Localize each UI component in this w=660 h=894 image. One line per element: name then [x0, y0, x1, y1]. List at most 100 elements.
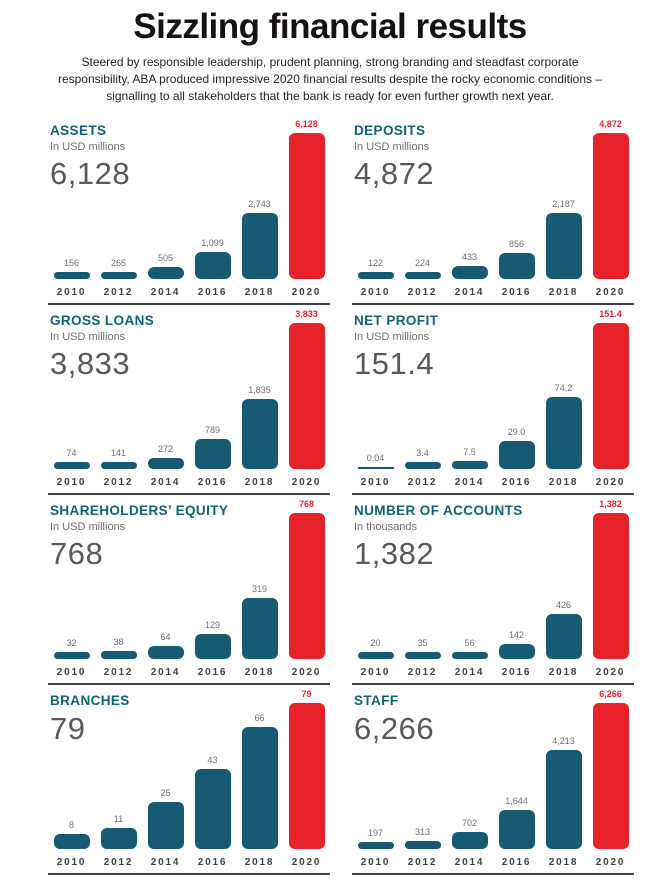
- bar: [404, 841, 441, 849]
- bar: [404, 271, 441, 279]
- bar-slot: 1,382: [587, 495, 634, 659]
- chart-big-number: 79: [50, 710, 86, 746]
- bar: [498, 252, 535, 279]
- chart-axis-line: [48, 683, 330, 685]
- bar-value-label: 856: [508, 238, 525, 249]
- chart-cell: STAFF 6,266 197 313 702 1,644 4,213 6,266 201…: [352, 685, 634, 875]
- year-label: 2010: [56, 476, 87, 488]
- bar-slot: 56: [446, 495, 493, 659]
- chart-cell: NUMBER OF ACCOUNTS In thousands 1,382 20…: [352, 495, 634, 685]
- chart-unit: In USD millions: [50, 140, 126, 153]
- bar-slot: 43: [189, 685, 236, 849]
- bar-slot: 319: [236, 495, 283, 659]
- year-label: 2012: [103, 286, 134, 298]
- bar: [241, 598, 278, 659]
- bar-slot: 79: [283, 685, 330, 849]
- bar-value-label: 702: [461, 818, 478, 829]
- bar-slot: 141: [95, 305, 142, 469]
- bar-slot: 768: [283, 495, 330, 659]
- bar-value-label: 505: [157, 252, 174, 263]
- bar: [451, 461, 488, 469]
- chart-title: NET PROFIT: [354, 312, 439, 328]
- bar-slot: 1,099: [189, 115, 236, 279]
- bar-slot: 6,266: [587, 685, 634, 849]
- chart-year-axis: 2010 2012 2014 2016 2018 2020: [48, 857, 330, 868]
- bar: [100, 271, 137, 279]
- year-label: 2010: [360, 856, 391, 868]
- bar-value-label: 141: [110, 447, 127, 458]
- chart-title: NUMBER OF ACCOUNTS: [354, 502, 523, 518]
- bar-value-label: 43: [207, 755, 218, 766]
- bar: [545, 397, 582, 469]
- bar: [545, 213, 582, 279]
- bar: [404, 461, 441, 469]
- bar-value-label: 8: [68, 819, 74, 830]
- bar-slot: 702: [446, 685, 493, 849]
- chart-unit: In USD millions: [50, 330, 126, 343]
- chart-year-axis: 2010 2012 2014 2016 2018 2020: [352, 287, 634, 298]
- bar-value-label: 122: [367, 257, 384, 268]
- year-label: 2014: [150, 476, 181, 488]
- bar-value-label-highlight: 151.4: [599, 308, 622, 319]
- chart-bars: 156 265 505 1,099 2,743 6,128: [48, 115, 330, 279]
- chart-bars: 8 11 25 43 66 79: [48, 685, 330, 849]
- bar-value-label: 265: [110, 257, 127, 268]
- bar-value-label: 56: [464, 637, 475, 648]
- chart-cell: BRANCHES 79 8 11 25 43 66 79 2010 2012 2014 2016…: [48, 685, 330, 875]
- bar-value-label-highlight: 79: [301, 688, 312, 699]
- year-label: 2010: [360, 666, 391, 678]
- chart-year-axis: 2010 2012 2014 2016 2018 2020: [352, 477, 634, 488]
- page-header: Sizzling financial results Steered by re…: [0, 0, 660, 105]
- chart-bars: 20 35 56 142 426 1,382: [352, 495, 634, 659]
- year-label: 2016: [197, 286, 228, 298]
- chart-bars: 0.04 3.4 7.5 29.0 74.2 151.4: [352, 305, 634, 469]
- chart-axis-line: [352, 303, 634, 305]
- chart-meta: GROSS LOANS In USD millions 3,833: [50, 313, 154, 382]
- bar-value-label: 25: [160, 788, 171, 799]
- bar: [498, 440, 535, 469]
- chart-unit: In USD millions: [354, 140, 430, 153]
- year-label: 2020: [291, 286, 322, 298]
- chart-big-number: 1,382: [354, 535, 435, 571]
- bar-slot: 20: [352, 495, 399, 659]
- bar: [241, 726, 278, 849]
- chart-big-number: 6,266: [354, 710, 435, 746]
- year-label: 2014: [454, 856, 485, 868]
- bar-slot: 74: [48, 305, 95, 469]
- bar-value-label-highlight: 6,266: [599, 688, 622, 699]
- bar: [147, 646, 184, 659]
- bar-value-label: 1,099: [201, 238, 224, 249]
- bar-value-label: 433: [461, 251, 478, 262]
- bar: [53, 271, 90, 279]
- bar: [545, 750, 582, 849]
- bar-value-label: 64: [160, 632, 171, 643]
- bar-value-label: 197: [367, 827, 384, 838]
- charts-grid: ASSETS In USD millions 6,128 156 265 505 1,…: [0, 115, 660, 875]
- bar: [194, 634, 231, 659]
- chart-bars: 197 313 702 1,644 4,213 6,266: [352, 685, 634, 849]
- bar-value-label: 35: [417, 637, 428, 648]
- chart-year-axis: 2010 2012 2014 2016 2018 2020: [352, 857, 634, 868]
- year-label: 2010: [56, 856, 87, 868]
- year-label: 2014: [150, 666, 181, 678]
- subtitle-line-2: responsibility, ABA produced impressive …: [57, 71, 603, 86]
- bar-value-label-highlight: 6,128: [295, 118, 318, 129]
- year-label: 2016: [501, 286, 532, 298]
- bar-slot: 66: [236, 685, 283, 849]
- bar-slot: 224: [399, 115, 446, 279]
- bar-value-label: 789: [204, 424, 221, 435]
- bar-value-label-highlight: 768: [298, 498, 315, 509]
- bar-highlight: [288, 512, 325, 659]
- page-subtitle: Steered by responsible leadership, prude…: [0, 54, 660, 105]
- bar-slot: 197: [352, 685, 399, 849]
- bar-value-label: 74.2: [554, 383, 573, 393]
- year-label: 2018: [548, 666, 579, 678]
- bar-value-label: 0.04: [366, 452, 385, 463]
- year-label: 2016: [197, 856, 228, 868]
- year-label: 2016: [197, 476, 228, 488]
- bar-slot: 433: [446, 115, 493, 279]
- bar-slot: 122: [352, 115, 399, 279]
- bar-value-label: 20: [370, 637, 381, 648]
- bar-value-label: 38: [113, 637, 124, 648]
- bar-value-label: 1,835: [248, 384, 271, 395]
